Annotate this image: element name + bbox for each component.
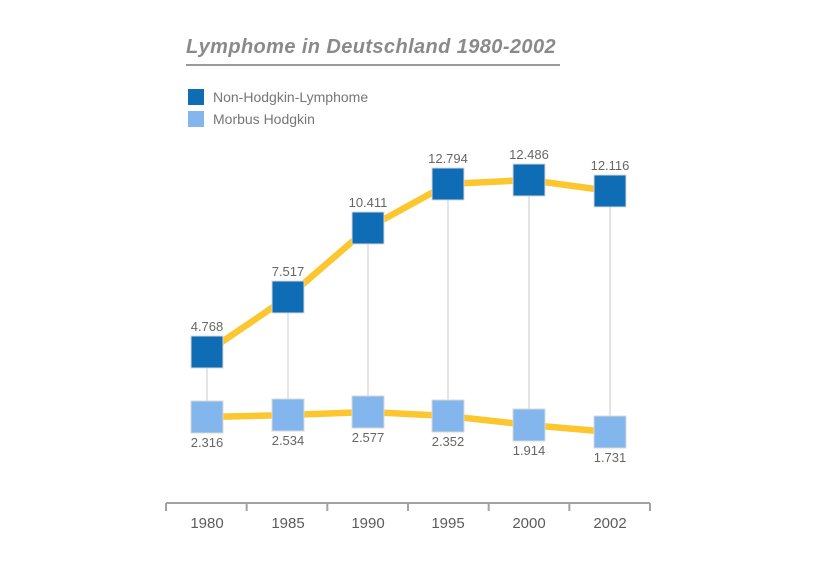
value-label: 7.517 [272, 264, 305, 279]
marker-square-non-hodgkin-lymphome [512, 163, 546, 197]
x-axis-label: 2000 [512, 515, 545, 532]
value-label: 1.731 [594, 450, 627, 465]
x-axis-label: 2002 [593, 515, 626, 532]
chart-title: Lymphome in Deutschland 1980-2002 [186, 36, 560, 66]
x-axis-label: 1985 [271, 515, 304, 532]
marker-square-morbus-hodgkin [190, 400, 224, 434]
x-axis-label: 1980 [190, 515, 223, 532]
marker-square-non-hodgkin-lymphome [190, 335, 224, 369]
title-wrap: Lymphome in Deutschland 1980-2002 [186, 36, 560, 66]
value-label: 1.914 [513, 443, 546, 458]
legend-label-morbus-hodgkin: Morbus Hodgkin [213, 111, 315, 127]
legend: Non-Hodgkin-Lymphome Morbus Hodgkin [188, 89, 368, 133]
legend-swatch-square-icon [188, 111, 204, 127]
value-label: 2.577 [352, 430, 385, 445]
trend-line-non-hodgkin-lymphome [203, 176, 614, 356]
marker-square-morbus-hodgkin [593, 415, 627, 449]
value-label: 2.534 [272, 433, 305, 448]
marker-square-non-hodgkin-lymphome [271, 280, 305, 314]
marker-square-non-hodgkin-lymphome [431, 167, 465, 201]
value-label: 10.411 [349, 195, 388, 210]
legend-item-morbus-hodgkin: Morbus Hodgkin [188, 111, 368, 127]
marker-square-morbus-hodgkin [512, 408, 546, 442]
marker-square-morbus-hodgkin [271, 398, 305, 432]
value-label: 12.794 [428, 151, 468, 166]
value-label: 2.352 [432, 434, 465, 449]
marker-square-morbus-hodgkin [351, 395, 385, 429]
marker-square-non-hodgkin-lymphome [351, 211, 385, 245]
trend-line-morbus-hodgkin [203, 408, 614, 436]
value-label: 2.316 [191, 435, 224, 450]
x-axis-label: 1990 [351, 515, 384, 532]
marker-square-non-hodgkin-lymphome [593, 174, 627, 208]
value-label: 12.486 [509, 147, 549, 162]
value-label: 12.116 [591, 158, 630, 173]
legend-item-non-hodgkin-lymphome: Non-Hodgkin-Lymphome [188, 89, 368, 105]
x-axis-label: 1995 [431, 515, 464, 532]
legend-swatch-square-icon [188, 89, 204, 105]
marker-square-morbus-hodgkin [431, 399, 465, 433]
legend-label-non-hodgkin-lymphome: Non-Hodgkin-Lymphome [213, 89, 369, 105]
value-label: 4.768 [191, 319, 224, 334]
